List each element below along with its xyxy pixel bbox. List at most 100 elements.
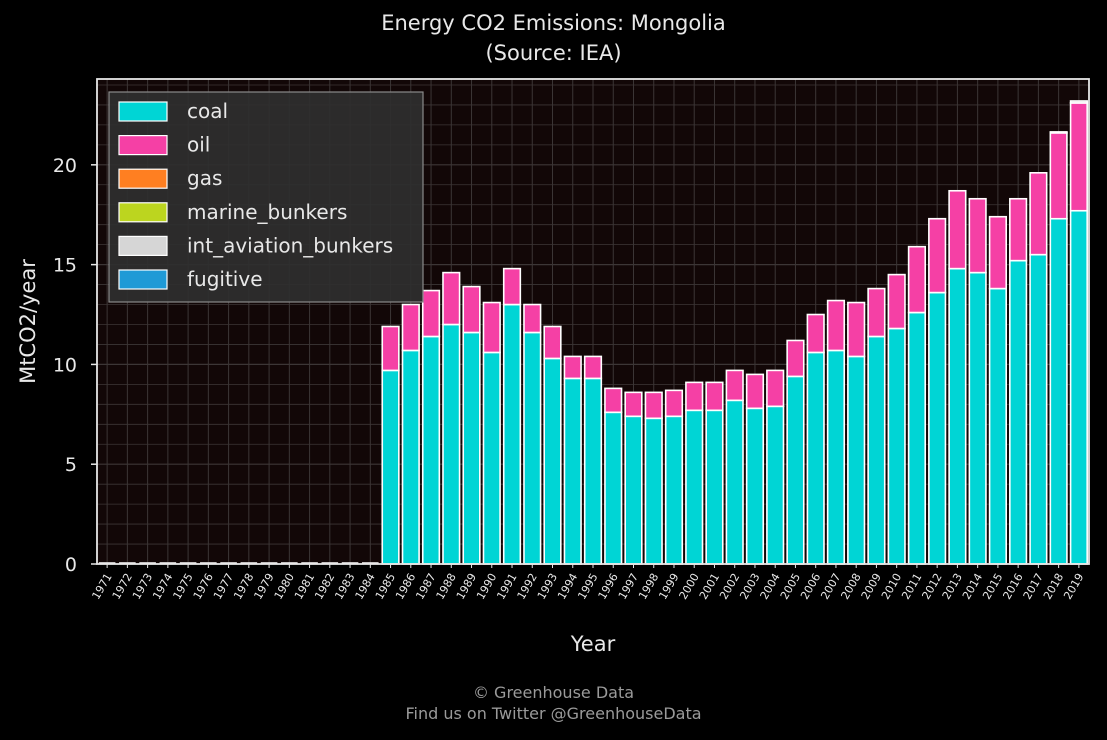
y-tick-label: 0 <box>65 554 77 576</box>
bar-coal-1993 <box>543 357 562 565</box>
bar-oil-1986 <box>401 303 420 352</box>
bar-oil-2016 <box>1009 197 1028 262</box>
x-tick-label: 1979 <box>251 571 276 602</box>
bar-oil-1987 <box>421 289 441 338</box>
x-tick-label: 1996 <box>596 571 621 602</box>
bar-oil-2013 <box>948 189 967 270</box>
bar-oil-1993 <box>543 325 562 360</box>
x-tick-label: 1987 <box>413 571 438 602</box>
bar-coal-2005 <box>786 375 805 565</box>
bar-oil-2015 <box>988 215 1007 290</box>
bar-coal-1986 <box>401 349 420 565</box>
bar-oil-2002 <box>725 369 744 402</box>
x-tick-label: 2000 <box>677 571 702 602</box>
x-tick-label: 1998 <box>636 571 661 602</box>
bar-oil-1995 <box>583 355 603 380</box>
x-tick-label: 1977 <box>211 571 236 602</box>
x-tick-label: 1982 <box>312 571 337 602</box>
bar-coal-2007 <box>826 349 846 565</box>
bar-oil-2006 <box>806 313 825 354</box>
bar-int_aviation_bunkers-2019 <box>1069 100 1088 104</box>
bar-coal-2016 <box>1009 259 1028 565</box>
legend-label-int_aviation_bunkers: int_aviation_bunkers <box>187 233 393 257</box>
x-tick-label: 1989 <box>454 571 479 602</box>
x-tick-label: 2014 <box>960 571 985 602</box>
bar-oil-2000 <box>685 381 704 412</box>
x-tick-label: 1988 <box>434 571 459 602</box>
x-tick-label: 1978 <box>231 571 256 602</box>
bar-coal-2015 <box>988 287 1007 565</box>
bar-coal-2019 <box>1069 209 1088 565</box>
x-tick-label: 2007 <box>818 571 843 602</box>
x-tick-label: 2019 <box>1061 571 1086 602</box>
bar-coal-2008 <box>847 355 866 565</box>
x-tick-label: 2017 <box>1021 571 1046 602</box>
bar-oil-1988 <box>442 271 461 326</box>
x-tick-label: 1984 <box>353 571 378 602</box>
bar-coal-2000 <box>685 409 704 565</box>
bar-coal-2006 <box>806 351 825 565</box>
legend-swatch-oil <box>118 135 168 156</box>
y-tick-label: 15 <box>53 255 77 277</box>
bar-oil-1985 <box>381 325 400 372</box>
x-tick-label: 2003 <box>737 571 762 602</box>
x-tick-label: 2004 <box>758 571 783 602</box>
legend-box <box>108 91 424 303</box>
chart-subtitle: (Source: IEA) <box>485 41 622 65</box>
bar-coal-1987 <box>421 335 441 565</box>
bar-oil-1996 <box>604 387 623 414</box>
legend-label-fugitive: fugitive <box>187 267 263 291</box>
bar-oil-2003 <box>745 373 765 410</box>
x-tick-label: 2009 <box>859 571 884 602</box>
bar-oil-2017 <box>1029 172 1048 256</box>
legend-label-gas: gas <box>187 166 222 190</box>
x-tick-label: 1999 <box>656 571 681 602</box>
x-tick-label: 2008 <box>839 571 864 602</box>
x-tick-label: 1991 <box>494 571 519 602</box>
x-tick-label: 1985 <box>373 571 398 602</box>
bar-oil-2001 <box>705 381 724 412</box>
x-axis-label: Year <box>570 632 616 656</box>
bar-coal-2011 <box>907 311 927 565</box>
bar-coal-1988 <box>442 323 461 565</box>
x-tick-label: 1981 <box>292 571 317 602</box>
bar-oil-2012 <box>928 217 947 294</box>
legend-swatch-fugitive <box>118 269 168 290</box>
twitter-handle: Find us on Twitter @GreenhouseData <box>405 704 702 723</box>
bar-coal-2013 <box>948 267 967 565</box>
legend-label-oil: oil <box>187 133 210 157</box>
x-tick-label: 2011 <box>899 571 924 602</box>
legend-swatch-coal <box>118 101 168 122</box>
bar-oil-2010 <box>887 273 906 330</box>
legend-swatch-marine_bunkers <box>118 202 168 223</box>
x-tick-label: 1994 <box>555 571 580 602</box>
x-tick-label: 2012 <box>920 571 945 602</box>
bar-oil-2018 <box>1049 132 1068 220</box>
x-tick-label: 1986 <box>393 571 418 602</box>
bar-coal-2003 <box>745 407 765 565</box>
bar-oil-2008 <box>847 301 866 358</box>
bar-coal-1992 <box>523 331 542 565</box>
bar-oil-1991 <box>502 267 522 306</box>
x-tick-label: 1973 <box>130 571 155 602</box>
bar-oil-1989 <box>462 285 481 334</box>
chart-title: Energy CO2 Emissions: Mongolia <box>381 11 726 35</box>
legend-label-coal: coal <box>187 99 228 123</box>
x-tick-label: 1980 <box>272 571 297 602</box>
y-tick-label: 5 <box>65 454 77 476</box>
x-tick-label: 2002 <box>717 571 742 602</box>
x-tick-label: 1971 <box>89 571 114 602</box>
x-tick-label: 2016 <box>1000 571 1025 602</box>
bar-coal-2009 <box>867 335 886 565</box>
bar-int_aviation_bunkers-2018 <box>1049 131 1068 134</box>
copyright-credit: © Greenhouse Data <box>472 683 635 702</box>
y-tick-label: 20 <box>53 155 77 177</box>
bar-oil-1999 <box>664 389 684 418</box>
bar-coal-2004 <box>766 405 785 565</box>
legend-label-marine_bunkers: marine_bunkers <box>187 200 347 224</box>
x-tick-label: 1990 <box>474 571 499 602</box>
x-tick-label: 1993 <box>535 571 560 602</box>
bar-coal-1999 <box>664 415 684 565</box>
bar-coal-2012 <box>928 291 947 565</box>
bar-oil-1994 <box>563 355 582 380</box>
